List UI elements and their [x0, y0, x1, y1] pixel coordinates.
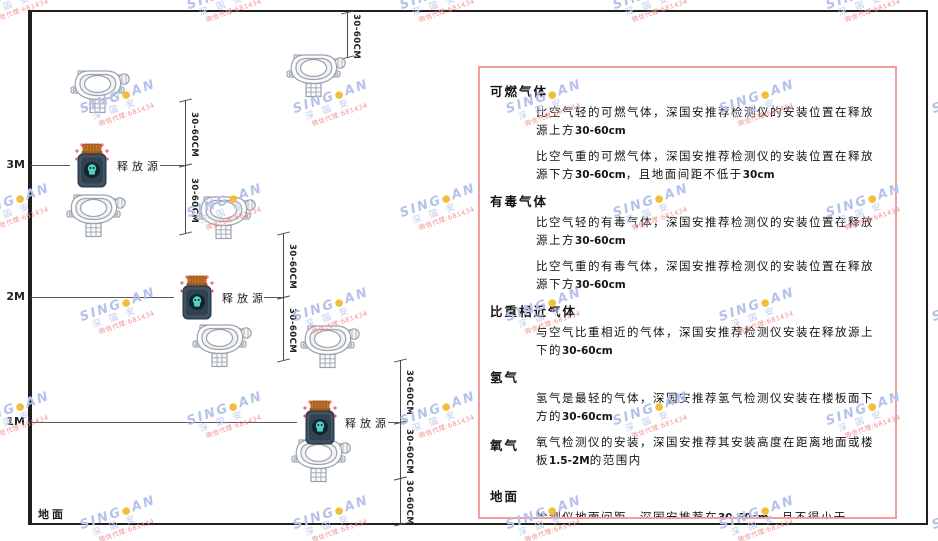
- gas-detector-icon: [286, 54, 346, 98]
- panel-section: 有毒气体比空气轻的有毒气体，深国安推荐检测仪的安装位置在释放源上方30-60cm…: [490, 191, 881, 294]
- dimension-line: [347, 12, 348, 57]
- panel-section: 比重相近气体与空气比重相近的气体，深国安推荐检测仪安装在释放源上下的30-60c…: [490, 301, 881, 360]
- gas-detector: [290, 433, 352, 485]
- gas-detector: [285, 48, 347, 100]
- gas-detector-icon: [66, 194, 126, 238]
- level-label: 1M: [6, 415, 25, 428]
- dimension-label: 30-60CM: [351, 13, 361, 59]
- panel-section-heading: 氢气: [490, 370, 520, 385]
- panel-section-heading: 地面: [490, 489, 520, 504]
- dimension-label: 30-60CM: [287, 244, 297, 290]
- gas-detector-icon: [192, 324, 252, 368]
- watermark-dot-icon: ●: [14, 399, 29, 414]
- panel-section: 氧气 氧气检测仪的安装，深国安推荐其安装高度在距离地面或楼板1.5-2M的范围内: [490, 433, 881, 470]
- panel-paragraph: 氢气是最轻的气体，深国安推荐氢气检测仪安装在楼板面下方的30-60cm: [536, 391, 874, 423]
- panel-section: 可燃气体比空气轻的可燃气体，深国安推荐检测仪的安装位置在释放源上方30-60cm…: [490, 81, 881, 184]
- dimension-line: [185, 165, 186, 233]
- gas-detector: [191, 318, 253, 370]
- release-source: [176, 274, 218, 322]
- gas-detector: [195, 190, 257, 242]
- release-source: [71, 142, 113, 190]
- watermark-brand: SING●AN: [929, 88, 938, 117]
- panel-paragraph: 与空气比重相近的气体，深国安推荐检测仪安装在释放源上下的30-60cm: [536, 325, 874, 357]
- panel-paragraph: 比空气轻的有毒气体，深国安推荐检测仪的安装位置在释放源上方30-60cm: [536, 215, 874, 247]
- release-source-label: 释放源: [117, 160, 162, 173]
- dimension-label: 30-60CM: [287, 307, 297, 353]
- panel-section-heading: 比重相近气体: [490, 304, 578, 319]
- level-label: 2M: [6, 290, 25, 303]
- panel-paragraph: 比空气重的有毒气体，深国安推荐检测仪的安装位置在释放源下方30-60cm: [536, 259, 874, 291]
- release-source: [299, 399, 341, 447]
- dimension-label: 30-60CM: [404, 429, 414, 475]
- connector-line: [264, 297, 282, 298]
- panel-section: 氢气氢气是最轻的气体，深国安推荐氢气检测仪安装在楼板面下方的30-60cm: [490, 367, 881, 426]
- ground-label: 地面: [38, 508, 66, 521]
- release-source-label: 释放源: [345, 417, 390, 430]
- panel-section-heading: 有毒气体: [490, 194, 549, 209]
- panel-paragraph: 检测仪地面间距，深国安推荐在30-60cm，且不得小于30cm，因为过低容易水溅…: [536, 510, 847, 519]
- watermark-dot-icon: ●: [14, 191, 29, 206]
- release-source-icon: [180, 275, 214, 320]
- dimension-line: [185, 100, 186, 165]
- release-source-icon: [75, 143, 109, 188]
- release-source-icon: [303, 400, 337, 445]
- release-source-label: 释放源: [222, 292, 267, 305]
- gas-detector: [65, 188, 127, 240]
- gas-detector-icon: [70, 70, 130, 114]
- panel-paragraph: 氧气检测仪的安装，深国安推荐其安装高度在距离地面或楼板1.5-2M的范围内: [536, 435, 874, 467]
- panel-paragraph: 比空气重的可燃气体，深国安推荐检测仪的安装位置在释放源下方30-60cm，且地面…: [536, 149, 874, 181]
- watermark-brand: SING●AN: [929, 504, 938, 533]
- level-label: 3M: [6, 158, 25, 171]
- connector-line: [388, 422, 399, 423]
- panel-section-heading: 可燃气体: [490, 84, 549, 99]
- gas-detector: [299, 319, 361, 371]
- level-line: [31, 422, 297, 423]
- panel-paragraph: 比空气轻的可燃气体，深国安推荐检测仪的安装位置在释放源上方30-60cm: [536, 105, 874, 137]
- level-line: [31, 165, 70, 166]
- dimension-label: 30-60CM: [189, 111, 199, 157]
- gas-detector: [69, 64, 131, 116]
- connector-line: [160, 165, 184, 166]
- dimension-line: [400, 360, 401, 422]
- room-outline: [28, 10, 928, 525]
- dimension-line: [400, 478, 401, 524]
- dimension-line: [283, 297, 284, 360]
- dimension-line: [400, 422, 401, 478]
- panel-section: 地面检测仪地面间距，深国安推荐在30-60cm，且不得小于30cm，因为过低容易…: [490, 486, 881, 519]
- panel-section-heading: 氧气: [490, 438, 520, 453]
- watermark-brand: SING●AN: [929, 296, 938, 325]
- gas-detector-icon: [291, 439, 351, 483]
- dimension-line: [283, 233, 284, 297]
- gas-detector-icon: [196, 196, 256, 240]
- dimension-label: 30-60CM: [404, 370, 414, 416]
- info-panel: 可燃气体比空气轻的可燃气体，深国安推荐检测仪的安装位置在释放源上方30-60cm…: [478, 66, 897, 519]
- gas-detector-icon: [300, 325, 360, 369]
- level-line: [31, 297, 174, 298]
- dimension-label: 30-60CM: [404, 480, 414, 526]
